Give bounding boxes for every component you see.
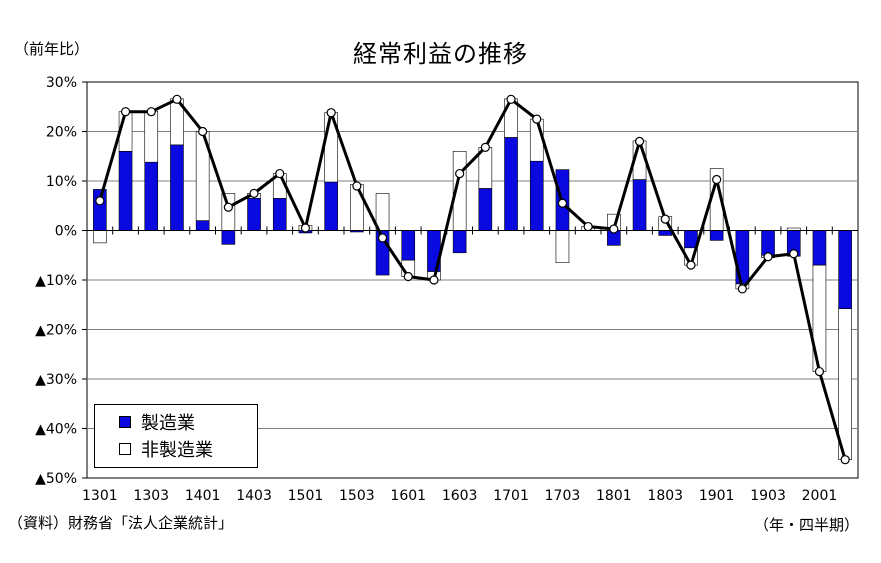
legend-item-manufacturing: 製造業	[119, 411, 195, 434]
total-point	[120, 107, 131, 117]
total-point	[403, 271, 413, 282]
x-tick-label: 1703	[545, 488, 581, 504]
chart-title: 経常利益の推移	[353, 40, 528, 68]
x-tick-label: 1503	[339, 488, 375, 504]
bar-manufacturing	[761, 230, 775, 256]
total-point	[198, 126, 208, 137]
bar-manufacturing	[401, 230, 416, 261]
total-point	[532, 114, 542, 124]
total-point	[249, 188, 259, 198]
bar-manufacturing	[658, 230, 673, 236]
y-tick-label: 30%	[46, 75, 77, 91]
bar-non-manufacturing	[350, 184, 364, 231]
total-point	[326, 108, 336, 118]
bar-manufacturing	[504, 137, 518, 231]
y-tick-label: 10%	[46, 174, 77, 190]
total-point	[300, 223, 311, 233]
total-point	[609, 224, 619, 234]
bar-manufacturing	[247, 198, 261, 231]
x-tick-label: 1903	[750, 488, 786, 504]
legend-label-manufacturing: 製造業	[141, 413, 195, 434]
x-tick-label: 2001	[802, 488, 838, 504]
total-point	[95, 196, 105, 206]
y-tick-label: ▲30%	[35, 372, 77, 388]
bar-non-manufacturing	[529, 118, 544, 162]
bar-manufacturing	[118, 151, 133, 231]
total-point	[352, 181, 362, 191]
bar-manufacturing	[324, 181, 338, 231]
y-tick-label: 20%	[46, 125, 77, 141]
bar-non-manufacturing	[838, 308, 852, 460]
total-point	[840, 455, 850, 465]
y-tick-label: 0%	[55, 224, 77, 240]
x-tick-label: 1401	[185, 488, 221, 504]
legend-label-non-manufacturing: 非製造業	[141, 440, 213, 461]
total-point	[506, 94, 516, 104]
legend-item-non-manufacturing: 非製造業	[119, 438, 213, 461]
total-point	[455, 168, 465, 179]
bar-manufacturing	[478, 188, 493, 231]
period-label: （年・四半期）	[753, 516, 859, 534]
x-tick-label: 1801	[596, 488, 632, 504]
x-tick-label: 1901	[699, 488, 735, 504]
x-tick-label: 1403	[236, 488, 272, 504]
x-tick-label: 1303	[133, 488, 169, 504]
total-point	[377, 233, 388, 243]
bar-non-manufacturing	[93, 230, 107, 244]
total-point	[763, 252, 773, 262]
total-point	[737, 284, 747, 294]
total-point	[480, 142, 490, 152]
total-point	[660, 214, 670, 224]
bar-manufacturing	[452, 230, 467, 254]
bar-manufacturing	[144, 161, 159, 231]
bar-non-manufacturing	[144, 110, 159, 163]
y-tick-label: ▲40%	[35, 422, 77, 438]
x-tick-label: 1301	[82, 488, 118, 504]
y-tick-label: ▲20%	[35, 323, 77, 339]
total-line	[98, 97, 847, 461]
bar-manufacturing	[272, 198, 287, 231]
total-point	[583, 221, 593, 232]
total-point	[275, 168, 285, 179]
total-point	[223, 202, 233, 212]
total-point	[557, 198, 568, 208]
total-point	[814, 366, 825, 377]
x-tick-label: 1803	[647, 488, 683, 504]
total-point	[146, 107, 156, 117]
bar-manufacturing	[195, 220, 210, 231]
bar-manufacturing	[709, 230, 724, 241]
y-axis-unit-label: （前年比）	[14, 40, 90, 58]
bar-manufacturing	[170, 144, 184, 231]
total-point	[634, 136, 645, 146]
bar-manufacturing	[632, 179, 647, 231]
total-point	[712, 174, 722, 185]
total-point	[429, 275, 439, 285]
bar-manufacturing	[838, 230, 852, 310]
legend-swatch-manufacturing	[119, 416, 131, 428]
bar-non-manufacturing	[375, 193, 390, 231]
bar-non-manufacturing	[555, 230, 570, 263]
bar-manufacturing	[812, 230, 827, 266]
bar-manufacturing	[529, 160, 544, 231]
x-tick-label: 1701	[493, 488, 529, 504]
bar-non-manufacturing	[221, 193, 236, 231]
data-source-note: （資料）財務省「法人企業統計」	[8, 514, 234, 532]
total-point	[686, 260, 696, 270]
x-tick-label: 1501	[288, 488, 324, 504]
total-point	[789, 249, 799, 259]
y-tick-label: ▲10%	[35, 273, 77, 289]
x-tick-label: 1603	[442, 488, 478, 504]
total-point	[172, 94, 182, 104]
legend-swatch-non-manufacturing	[119, 443, 131, 455]
bar-manufacturing	[221, 230, 236, 245]
y-tick-label: ▲50%	[35, 471, 77, 487]
x-tick-label: 1601	[390, 488, 426, 504]
chart-legend: 製造業 非製造業	[94, 404, 258, 468]
